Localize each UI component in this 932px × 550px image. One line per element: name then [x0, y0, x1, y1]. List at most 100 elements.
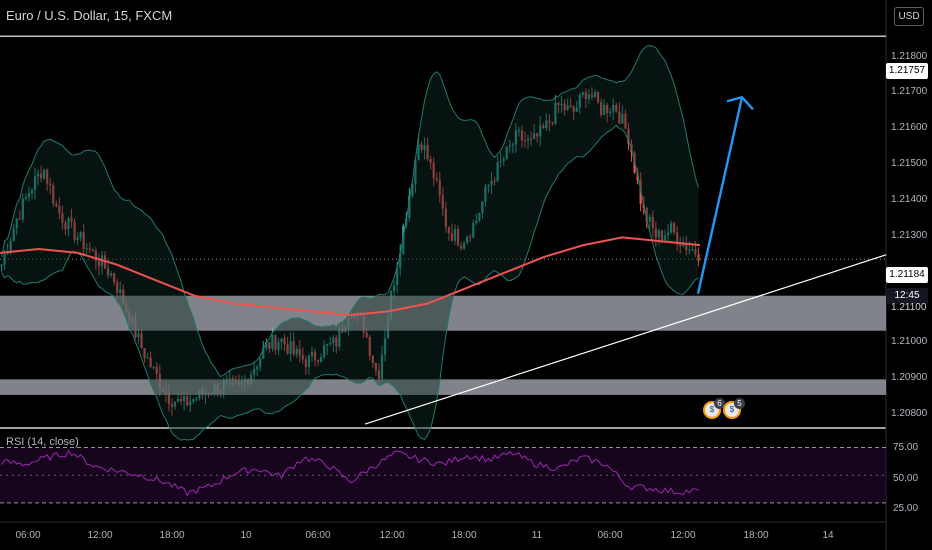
- candle-up: [21, 198, 24, 220]
- candle-down: [39, 173, 43, 179]
- candle-down: [694, 249, 697, 255]
- last-price-tag: 1.21184: [886, 267, 928, 283]
- rsi-pane: [0, 447, 886, 504]
- candle-up: [0, 264, 3, 266]
- forecast-arrow: [696, 97, 744, 295]
- chart-overlays: [0, 35, 887, 441]
- candle-up: [85, 248, 88, 250]
- candle-down: [143, 347, 146, 359]
- price-tick: 1.20900: [891, 372, 928, 383]
- time-tick: 18:00: [743, 530, 769, 541]
- time-tick: 18:00: [451, 530, 477, 541]
- candle-down: [61, 213, 64, 223]
- candle-up: [514, 130, 517, 145]
- candle-up: [192, 398, 195, 402]
- candle-up: [612, 105, 615, 112]
- rsi-line: [1, 449, 699, 497]
- candle-up: [152, 366, 155, 368]
- candle-up: [587, 94, 591, 100]
- time-tick: 12:00: [670, 530, 696, 541]
- candle-up: [12, 228, 15, 242]
- candle-down: [268, 342, 271, 349]
- candle-up: [481, 201, 484, 214]
- candle-up: [277, 341, 280, 350]
- candle-down: [450, 233, 454, 241]
- candle-up: [688, 249, 691, 251]
- us-flag-icon[interactable]: $6: [703, 398, 725, 419]
- rsi-tick: 75.00: [893, 442, 919, 453]
- candle-up: [383, 338, 387, 355]
- candle-down: [679, 244, 682, 247]
- candle-up: [119, 289, 122, 293]
- candle-up: [526, 138, 530, 141]
- candle-up: [669, 223, 673, 233]
- candle-up: [249, 374, 253, 385]
- candle-down: [469, 236, 472, 238]
- price-tick: 1.21000: [891, 336, 928, 347]
- time-tick: 12:00: [87, 530, 113, 541]
- time-tick: 06:00: [305, 530, 331, 541]
- candle-up: [663, 235, 667, 241]
- candle-up: [228, 378, 231, 380]
- time-tick: 12:00: [379, 530, 405, 541]
- us-flag-icon[interactable]: $5: [723, 398, 745, 419]
- candle-up: [76, 237, 79, 240]
- candle-up: [310, 351, 314, 357]
- candle-up: [502, 158, 505, 162]
- candle-up: [338, 328, 341, 347]
- candle-up: [453, 229, 457, 241]
- event-count-badge: 5: [734, 398, 745, 409]
- candle-down: [91, 249, 94, 251]
- candle-down: [599, 102, 603, 115]
- candle-down: [149, 357, 152, 368]
- candle-down: [444, 208, 447, 227]
- candle-up: [517, 130, 521, 132]
- time-tick: 10: [240, 530, 252, 541]
- candle-up: [560, 103, 563, 106]
- currency-button[interactable]: USD: [894, 7, 924, 26]
- candle-down: [426, 145, 429, 160]
- candle-up: [176, 398, 180, 402]
- candle-down: [441, 195, 444, 209]
- candle-up: [9, 241, 12, 253]
- candle-up: [621, 113, 624, 124]
- candle-up: [326, 343, 329, 346]
- candle-down: [569, 105, 572, 107]
- countdown-tag: 12:45: [886, 288, 928, 304]
- candle-up: [691, 249, 694, 251]
- support-zone: [0, 379, 886, 395]
- price-tick: 1.21300: [891, 230, 928, 241]
- candle-down: [520, 130, 524, 141]
- candle-up: [280, 338, 283, 342]
- price-tick: 1.20800: [891, 408, 928, 419]
- candle-up: [463, 243, 466, 249]
- candle-down: [46, 169, 49, 184]
- candle-up: [36, 173, 40, 177]
- candle-up: [408, 195, 411, 219]
- price-tick: 1.21500: [891, 158, 928, 169]
- candle-up: [307, 356, 311, 368]
- support-zone: [0, 295, 886, 331]
- candle-down: [618, 111, 621, 124]
- candle-up: [533, 133, 536, 139]
- candle-down: [116, 281, 119, 293]
- candle-down: [286, 344, 289, 354]
- candle-down: [542, 125, 545, 129]
- candle-up: [539, 125, 542, 137]
- candle-down: [685, 243, 688, 251]
- candle-down: [645, 207, 648, 222]
- candle-up: [487, 184, 490, 187]
- price-tick: 1.21100: [891, 302, 927, 313]
- candle-down: [140, 333, 143, 348]
- candle-down: [52, 185, 55, 204]
- candle-down: [523, 140, 527, 142]
- candle-down: [274, 334, 277, 350]
- candle-down: [660, 230, 664, 241]
- candle-down: [106, 268, 110, 276]
- candle-down: [459, 245, 463, 249]
- candle-up: [414, 160, 417, 184]
- candle-down: [673, 223, 676, 233]
- candle-up: [478, 213, 481, 221]
